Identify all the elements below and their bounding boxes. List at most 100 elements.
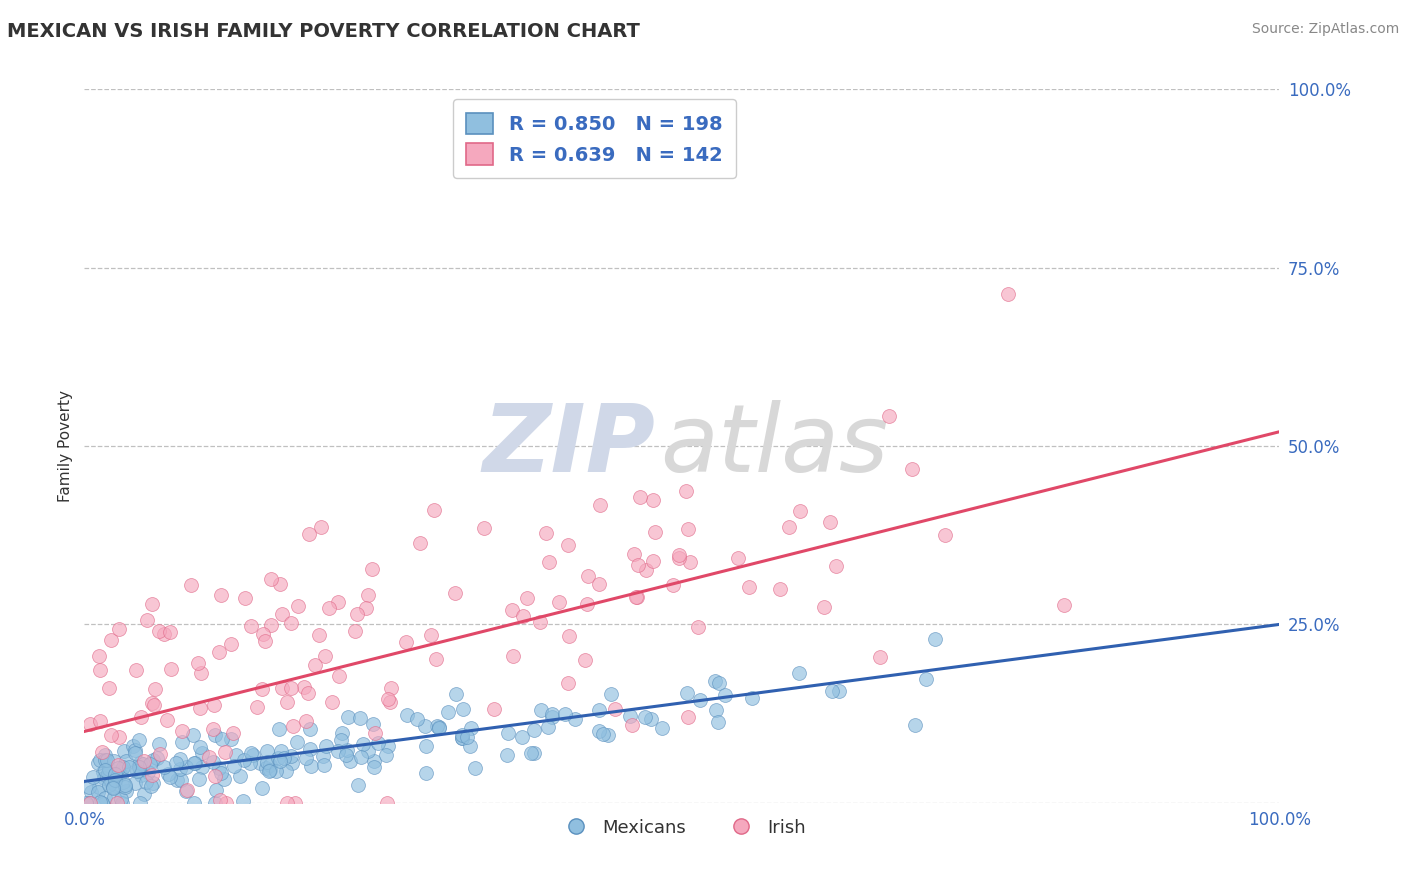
Point <box>557 538 579 552</box>
Point <box>124 747 146 761</box>
Point <box>415 766 437 780</box>
Point <box>166 773 188 788</box>
Point <box>190 746 212 760</box>
Point <box>100 728 122 742</box>
Point <box>344 624 367 638</box>
Point <box>311 520 333 534</box>
Point <box>267 750 290 764</box>
Point <box>141 597 163 611</box>
Point <box>689 693 711 707</box>
Point <box>108 622 131 636</box>
Point <box>94 790 117 805</box>
Point <box>377 739 399 753</box>
Point <box>274 764 297 779</box>
Point <box>367 737 389 751</box>
Point <box>100 775 122 789</box>
Point <box>269 576 291 591</box>
Point <box>107 758 129 772</box>
Point <box>329 732 352 747</box>
Point <box>197 750 219 764</box>
Point <box>675 686 697 700</box>
Point <box>104 773 127 788</box>
Point <box>108 730 131 744</box>
Point <box>703 674 725 689</box>
Point <box>114 780 136 794</box>
Point <box>260 572 283 586</box>
Point <box>361 717 384 731</box>
Point <box>346 778 368 792</box>
Point <box>79 796 101 810</box>
Point <box>516 591 538 605</box>
Point <box>149 747 172 762</box>
Point <box>997 286 1019 301</box>
Point <box>112 744 135 758</box>
Point <box>184 756 207 770</box>
Point <box>530 703 553 717</box>
Point <box>201 722 224 736</box>
Point <box>634 563 657 577</box>
Point <box>165 756 187 771</box>
Point <box>395 635 418 649</box>
Point <box>281 756 304 770</box>
Point <box>125 663 148 677</box>
Point <box>825 558 848 573</box>
Point <box>280 615 302 630</box>
Point <box>148 624 170 638</box>
Point <box>352 738 374 752</box>
Point <box>89 663 111 677</box>
Point <box>415 739 437 754</box>
Point <box>124 743 146 757</box>
Point <box>675 483 697 498</box>
Point <box>321 695 343 709</box>
Point <box>152 627 174 641</box>
Point <box>135 774 157 789</box>
Point <box>89 796 111 810</box>
Point <box>326 744 349 758</box>
Point <box>287 599 309 613</box>
Point <box>512 608 534 623</box>
Point <box>239 756 262 770</box>
Point <box>75 796 97 810</box>
Point <box>98 778 121 792</box>
Point <box>110 766 132 780</box>
Point <box>118 760 141 774</box>
Point <box>89 780 111 794</box>
Point <box>326 594 349 608</box>
Point <box>363 755 385 769</box>
Point <box>668 550 690 565</box>
Point <box>111 775 134 789</box>
Point <box>129 709 152 723</box>
Point <box>460 721 482 735</box>
Point <box>626 591 648 605</box>
Point <box>254 761 277 775</box>
Point <box>541 710 564 724</box>
Point <box>598 727 620 741</box>
Point <box>314 649 336 664</box>
Point <box>180 577 202 591</box>
Point <box>127 764 149 779</box>
Point <box>336 742 359 756</box>
Point <box>132 756 155 771</box>
Point <box>738 580 761 594</box>
Point <box>214 745 236 759</box>
Point <box>132 787 155 801</box>
Point <box>380 694 402 708</box>
Point <box>915 672 938 686</box>
Point <box>271 607 294 622</box>
Point <box>93 763 115 777</box>
Point <box>328 669 350 683</box>
Point <box>204 728 226 742</box>
Point <box>298 722 321 736</box>
Point <box>280 748 302 763</box>
Point <box>634 709 657 723</box>
Point <box>145 750 167 764</box>
Point <box>276 796 298 810</box>
Point <box>336 710 359 724</box>
Point <box>676 522 699 536</box>
Point <box>188 701 211 715</box>
Point <box>124 776 146 790</box>
Point <box>706 714 728 729</box>
Point <box>219 732 242 747</box>
Point <box>495 747 517 762</box>
Point <box>651 721 673 735</box>
